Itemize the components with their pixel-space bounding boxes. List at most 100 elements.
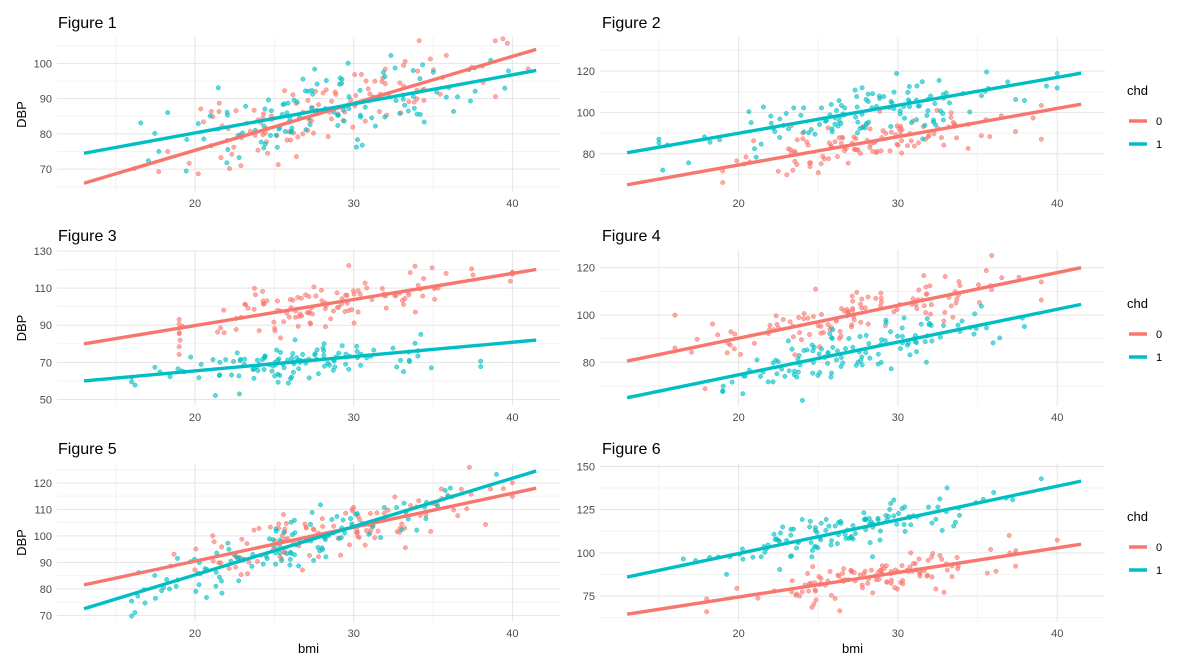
data-point-group-0 bbox=[850, 307, 856, 313]
data-point-group-0 bbox=[929, 574, 935, 580]
data-point-group-1 bbox=[269, 368, 275, 374]
data-point-group-1 bbox=[777, 567, 783, 572]
data-point-group-1 bbox=[262, 353, 268, 359]
data-point-group-1 bbox=[455, 94, 460, 100]
data-point-group-0 bbox=[876, 577, 882, 582]
data-point-group-0 bbox=[282, 88, 288, 94]
data-point-group-0 bbox=[786, 146, 791, 152]
data-point-group-0 bbox=[790, 167, 796, 173]
data-point-group-1 bbox=[809, 554, 815, 560]
data-point-group-1 bbox=[310, 91, 316, 97]
data-point-group-1 bbox=[234, 350, 240, 356]
data-point-group-0 bbox=[311, 130, 316, 136]
data-point-group-1 bbox=[175, 555, 180, 561]
data-point-group-0 bbox=[953, 300, 959, 306]
data-point-group-1 bbox=[680, 556, 686, 562]
data-point-group-0 bbox=[921, 303, 927, 309]
data-point-group-0 bbox=[365, 86, 371, 92]
data-point-group-0 bbox=[805, 315, 811, 321]
data-point-group-0 bbox=[319, 287, 324, 293]
data-point-group-0 bbox=[797, 330, 802, 336]
data-point-group-1 bbox=[932, 101, 938, 106]
data-point-group-0 bbox=[500, 36, 506, 42]
data-point-group-0 bbox=[238, 572, 244, 578]
data-point-group-0 bbox=[323, 87, 329, 93]
data-point-group-0 bbox=[813, 597, 819, 603]
data-point-group-0 bbox=[316, 102, 322, 108]
data-point-group-1 bbox=[839, 103, 844, 108]
data-point-group-1 bbox=[901, 522, 907, 527]
data-point-group-0 bbox=[260, 288, 266, 294]
data-point-group-1 bbox=[129, 598, 135, 604]
data-point-group-0 bbox=[509, 480, 515, 486]
data-point-group-1 bbox=[760, 104, 766, 110]
data-point-group-1 bbox=[1054, 71, 1060, 76]
data-point-group-1 bbox=[834, 108, 839, 113]
data-point-group-1 bbox=[894, 521, 900, 527]
data-point-group-0 bbox=[989, 253, 995, 258]
fit-line-group-0 bbox=[83, 267, 537, 346]
data-point-group-1 bbox=[442, 488, 448, 493]
y-tick-label: 50 bbox=[40, 395, 52, 407]
data-point-group-0 bbox=[811, 601, 817, 607]
data-point-group-1 bbox=[289, 355, 295, 361]
data-point-group-1 bbox=[914, 117, 919, 123]
data-point-group-1 bbox=[863, 350, 869, 355]
data-point-group-0 bbox=[794, 137, 800, 143]
data-point-group-0 bbox=[878, 148, 884, 154]
data-point-group-1 bbox=[758, 141, 764, 147]
data-point-group-0 bbox=[171, 551, 177, 557]
data-point-group-1 bbox=[338, 535, 344, 541]
data-point-group-0 bbox=[283, 521, 289, 526]
data-point-group-0 bbox=[923, 310, 929, 316]
data-point-group-1 bbox=[152, 364, 158, 370]
data-point-group-0 bbox=[319, 516, 325, 522]
data-point-group-1 bbox=[382, 74, 388, 79]
data-point-group-0 bbox=[999, 275, 1005, 281]
data-point-group-0 bbox=[165, 149, 171, 154]
data-point-group-1 bbox=[164, 577, 170, 583]
data-point-group-1 bbox=[899, 325, 905, 331]
data-point-group-0 bbox=[868, 567, 874, 573]
data-point-group-0 bbox=[275, 162, 281, 168]
data-point-group-0 bbox=[347, 542, 352, 548]
data-point-group-0 bbox=[455, 513, 461, 519]
panel-1: 20 30 40 70 80 90 100 Figure 1 DBP bbox=[14, 15, 560, 210]
panel-title: Figure 4 bbox=[602, 228, 661, 245]
data-point-group-0 bbox=[243, 302, 249, 308]
data-point-group-1 bbox=[357, 112, 363, 118]
data-point-group-0 bbox=[720, 180, 726, 185]
data-point-group-0 bbox=[231, 144, 237, 150]
data-point-group-1 bbox=[423, 516, 429, 522]
data-point-group-0 bbox=[221, 330, 227, 336]
data-point-group-1 bbox=[815, 373, 821, 378]
data-point-group-1 bbox=[341, 118, 347, 124]
data-point-group-1 bbox=[944, 485, 950, 491]
data-point-group-0 bbox=[216, 100, 222, 106]
data-point-group-1 bbox=[196, 582, 202, 588]
data-point-group-1 bbox=[862, 125, 868, 131]
data-point-group-1 bbox=[268, 108, 274, 114]
data-point-group-1 bbox=[278, 349, 283, 355]
data-point-group-0 bbox=[256, 328, 262, 334]
data-point-group-0 bbox=[376, 109, 382, 115]
data-point-group-0 bbox=[210, 558, 216, 564]
data-point-group-1 bbox=[888, 124, 894, 129]
data-point-group-1 bbox=[268, 133, 273, 138]
data-point-group-1 bbox=[902, 115, 907, 121]
data-point-group-1 bbox=[282, 128, 288, 134]
data-point-group-1 bbox=[381, 505, 387, 510]
data-point-group-0 bbox=[300, 567, 305, 573]
data-point-group-1 bbox=[238, 356, 244, 362]
data-point-group-0 bbox=[810, 314, 816, 319]
data-point-group-1 bbox=[940, 111, 946, 116]
data-point-group-0 bbox=[898, 579, 904, 585]
data-point-group-0 bbox=[244, 541, 250, 547]
data-point-group-1 bbox=[207, 113, 213, 119]
data-point-group-1 bbox=[828, 542, 834, 548]
data-point-group-0 bbox=[941, 142, 947, 148]
data-point-group-1 bbox=[132, 610, 138, 616]
data-point-group-1 bbox=[972, 311, 978, 317]
data-point-group-0 bbox=[877, 567, 883, 573]
fit-line-group-0 bbox=[83, 486, 537, 587]
